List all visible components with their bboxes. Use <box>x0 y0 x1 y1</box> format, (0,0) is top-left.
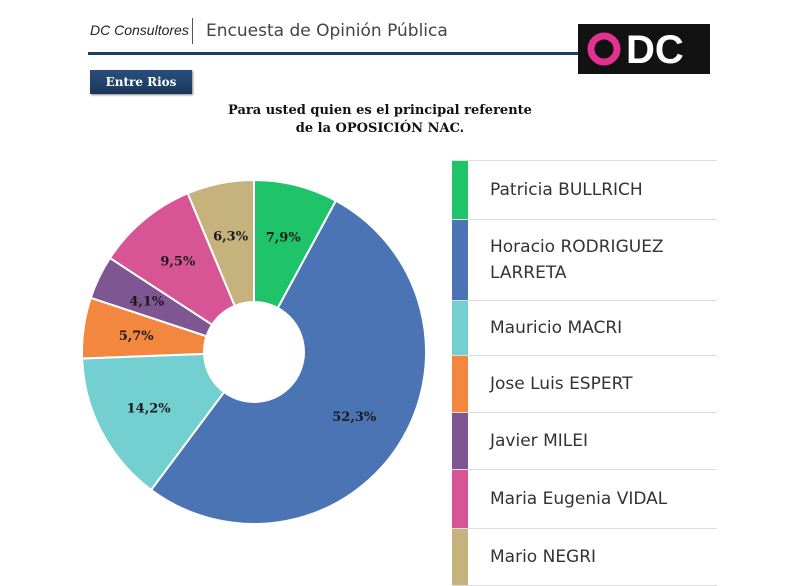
brand-name: DC Consultores <box>90 22 189 38</box>
chart-question: Para usted quien es el principal referen… <box>190 102 570 138</box>
slice-label-6: 6,3% <box>213 229 249 244</box>
legend-label: Mauricio MACRI <box>490 318 623 338</box>
legend-label: Maria Eugenia VIDAL <box>490 489 668 509</box>
slice-6 <box>186 178 255 308</box>
legend-swatch <box>452 356 468 412</box>
question-line-2: de la OPOSICIÓN NAC. <box>295 121 465 136</box>
logo-text: DC <box>626 28 684 71</box>
legend-item: Javier MILEI <box>452 413 717 470</box>
legend-swatch <box>452 220 468 300</box>
region-badge: Entre Rios <box>90 70 192 94</box>
slice-label-4: 4,1% <box>129 294 165 309</box>
legend-item: Jose Luis ESPERT <box>452 356 717 413</box>
slice-label-3: 5,7% <box>119 329 155 344</box>
legend-item: Patricia BULLRICH <box>452 161 717 220</box>
slice-label-2: 14,2% <box>127 401 172 416</box>
legend-label: Jose Luis ESPERT <box>490 374 633 394</box>
odc-logo: DC <box>578 24 710 74</box>
survey-title: Encuesta de Opinión Pública <box>206 21 448 41</box>
header-separator <box>192 18 193 44</box>
legend-swatch <box>452 301 468 355</box>
legend-item: Horacio RODRIGUEZ LARRETA <box>452 220 717 301</box>
slice-2 <box>81 352 226 492</box>
legend-swatch <box>452 161 468 219</box>
slice-label-5: 9,5% <box>160 255 196 270</box>
legend-item: Mauricio MACRI <box>452 301 717 356</box>
legend-label: Patricia BULLRICH <box>490 180 643 200</box>
legend-item: Maria Eugenia VIDAL <box>452 470 717 529</box>
donut-chart: 7,9% 52,3% 14,2% 5,7% 4,1% 9,5% 6,3% <box>81 178 427 525</box>
legend-swatch <box>452 470 468 528</box>
slice-label-1: 52,3% <box>332 410 377 425</box>
slice-1 <box>149 199 427 525</box>
legend-label: Mario NEGRI <box>490 547 597 567</box>
question-line-1: Para usted quien es el principal referen… <box>228 103 532 118</box>
legend-item: Mario NEGRI <box>452 529 717 586</box>
header-rule <box>88 52 580 55</box>
legend-swatch <box>452 529 468 585</box>
chart-legend: Patricia BULLRICH Horacio RODRIGUEZ LARRET… <box>452 160 717 586</box>
logo-ring <box>587 32 621 66</box>
legend-label: Horacio RODRIGUEZ LARRETA <box>490 237 664 283</box>
slice-label-0: 7,9% <box>266 231 302 246</box>
legend-label: Javier MILEI <box>490 431 588 451</box>
logo-graphic: DC <box>587 28 684 71</box>
legend-swatch <box>452 413 468 469</box>
